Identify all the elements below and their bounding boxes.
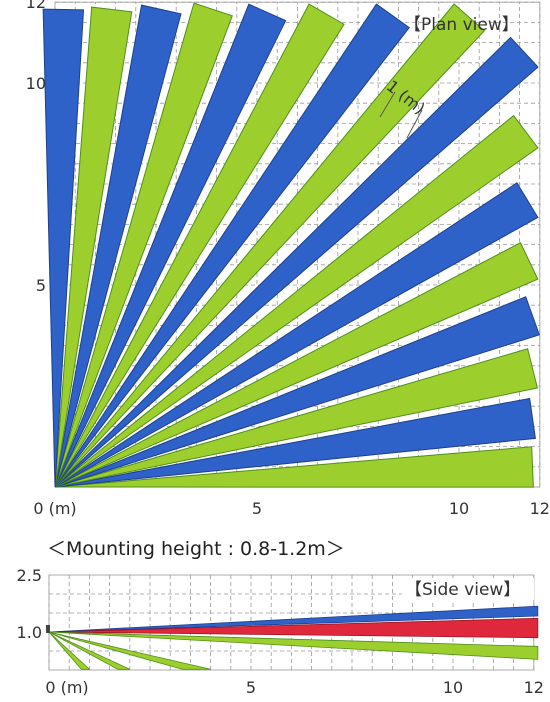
- plan-view-label: 【Plan view】: [404, 15, 519, 35]
- side-y-tick-label: 2.5: [17, 566, 42, 585]
- side-beam-green: [48, 631, 211, 670]
- plan-beam-blue: [54, 3, 287, 488]
- side-view-y-ticks: 2.5 1.0: [17, 566, 42, 642]
- plan-beam-green: [54, 241, 539, 488]
- plan-view-x-ticks: 0 (m) 5 10 12: [33, 499, 550, 518]
- side-x-tick-label: 0 (m): [45, 678, 88, 697]
- side-view-beams: [48, 605, 539, 670]
- plan-beam-green: [54, 348, 539, 488]
- mounting-height-caption: ＜Mounting height : 0.8-1.2m＞: [47, 538, 345, 560]
- plan-view-beams: [42, 2, 540, 488]
- sensor-mount-marker: [46, 625, 50, 633]
- side-view-x-ticks: 0 (m) 5 10 12: [45, 678, 544, 697]
- plan-view-y-ticks: 5 10 12: [26, 0, 46, 295]
- plan-beam-green: [54, 446, 534, 488]
- side-x-tick-label: 12: [524, 678, 544, 697]
- plan-beam-blue: [42, 8, 85, 488]
- plan-beam-green: [54, 6, 133, 488]
- plan-x-tick-label: 5: [252, 499, 262, 518]
- plan-beam-blue: [54, 182, 539, 488]
- side-view-label-background: [402, 578, 534, 600]
- side-x-tick-label: 10: [443, 678, 463, 697]
- plan-beam-blue: [54, 3, 410, 488]
- side-x-tick-label: 5: [246, 678, 256, 697]
- side-beam-red: [48, 617, 539, 639]
- plan-x-tick-label: 12: [530, 499, 550, 518]
- side-beam-green: [48, 631, 539, 660]
- side-beam-blue: [48, 605, 539, 633]
- plan-x-tick-label: 10: [449, 499, 469, 518]
- plan-y-tick-label: 12: [26, 0, 46, 12]
- plan-y-tick-label: 5: [36, 276, 46, 295]
- side-beam-green: [48, 631, 91, 670]
- side-y-tick-label: 1.0: [17, 623, 42, 642]
- plan-beam-green: [54, 114, 539, 488]
- plan-beam-green: [54, 2, 233, 488]
- side-view-label: 【Side view】: [405, 580, 520, 600]
- plan-beam-blue: [54, 397, 536, 488]
- plan-y-tick-label: 10: [26, 74, 46, 93]
- plan-beam-blue: [54, 4, 182, 488]
- plan-x-tick-label: 0 (m): [33, 499, 76, 518]
- plan-beam-green: [54, 3, 486, 488]
- plan-beam-blue: [54, 36, 539, 488]
- side-beam-green: [48, 631, 130, 670]
- plan-beam-green: [54, 3, 345, 488]
- side-view: 2.5 1.0 0 (m) 5 10 12 【Side view】: [17, 566, 544, 697]
- plan-beam-blue: [54, 296, 540, 488]
